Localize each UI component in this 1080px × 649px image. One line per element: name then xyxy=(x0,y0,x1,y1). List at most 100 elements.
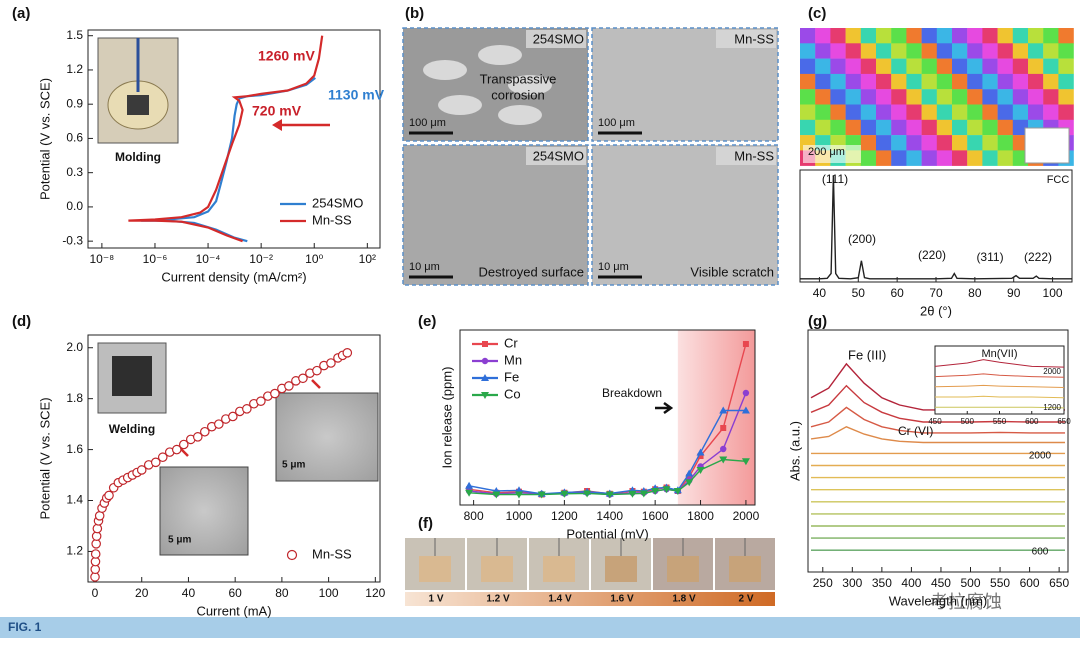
grain xyxy=(967,58,983,75)
grain xyxy=(845,43,861,59)
annotation: 1130 mV xyxy=(328,87,385,103)
panel-label: (g) xyxy=(808,313,827,330)
grain xyxy=(936,43,953,59)
marker xyxy=(662,486,671,494)
grain xyxy=(936,73,953,90)
grain xyxy=(876,150,892,166)
x-tick-label: 90 xyxy=(1007,286,1021,300)
grain xyxy=(845,28,861,44)
figure-caption: FIG. 1 xyxy=(8,620,42,634)
panel-label: (a) xyxy=(12,5,30,22)
grain xyxy=(860,43,877,59)
x-tick-label: 1000 xyxy=(506,509,533,523)
grain xyxy=(967,73,983,90)
scale-label: 10 μm xyxy=(598,261,629,273)
annotation: 5 μm xyxy=(282,460,305,471)
grain xyxy=(906,43,922,59)
grain xyxy=(830,58,846,75)
sample-sheet xyxy=(419,556,451,582)
panel-label: (f) xyxy=(418,515,433,532)
grain xyxy=(830,43,846,59)
grain xyxy=(1012,28,1029,44)
grain xyxy=(860,89,877,105)
grain xyxy=(921,73,937,90)
grain xyxy=(921,135,937,151)
y-axis-label: Abs. (a.u.) xyxy=(787,421,802,481)
marker xyxy=(515,491,523,499)
grain xyxy=(891,58,907,75)
grain xyxy=(830,89,846,105)
marker xyxy=(673,488,682,495)
x-tick-label: 650 xyxy=(1049,576,1069,590)
grain xyxy=(906,150,922,166)
grain xyxy=(800,89,816,105)
grain xyxy=(967,119,983,136)
y-tick-label: 1.6 xyxy=(66,442,83,456)
tag-bg xyxy=(716,147,776,165)
arrow-head xyxy=(272,119,282,131)
x-axis-label: Potential (mV) xyxy=(566,526,648,541)
inset-line xyxy=(934,359,1065,368)
annotation: Breakdown xyxy=(602,386,662,400)
plot-frame xyxy=(87,29,381,249)
marker xyxy=(720,425,727,431)
marker xyxy=(605,491,614,499)
grain xyxy=(982,89,998,105)
x-tick-label: 100 xyxy=(1043,286,1063,300)
x-tick-label: 60 xyxy=(890,286,904,300)
grain xyxy=(1028,43,1044,59)
plot-frame xyxy=(87,334,381,583)
grain xyxy=(1058,43,1074,59)
annotation: 720 mV xyxy=(252,103,302,119)
step-label: 1.8 V xyxy=(672,594,696,605)
x-tick-label: 70 xyxy=(929,286,943,300)
grain xyxy=(860,119,877,136)
annotation: Fe (III) xyxy=(848,347,886,362)
point xyxy=(157,452,168,463)
x-tick-label: 40 xyxy=(182,586,196,600)
grain xyxy=(876,119,892,136)
marker xyxy=(741,406,750,414)
sem-inset xyxy=(159,466,249,556)
marker xyxy=(697,453,704,459)
y-tick-label: 0.3 xyxy=(66,165,83,179)
marker xyxy=(720,445,727,453)
grain xyxy=(967,89,983,105)
grain xyxy=(921,119,937,136)
ebsd-panel: 200 μm xyxy=(800,28,1074,166)
marker xyxy=(742,389,750,397)
grain xyxy=(876,135,892,151)
marker xyxy=(481,374,489,381)
marker xyxy=(481,392,489,399)
grain xyxy=(1028,104,1044,120)
x-tick-label: 10⁻⁸ xyxy=(90,252,115,266)
point xyxy=(270,388,280,399)
grain xyxy=(967,135,983,151)
point xyxy=(178,439,189,450)
x-tick-label: 50 xyxy=(852,286,866,300)
y-tick-label: -0.3 xyxy=(62,233,83,247)
step-label: 2 V xyxy=(738,594,753,605)
grain xyxy=(800,28,816,44)
series-line xyxy=(810,426,1065,444)
sample-sheet xyxy=(605,556,637,582)
x-tick-label: 10⁻⁶ xyxy=(143,252,168,266)
grain xyxy=(891,28,907,44)
marker xyxy=(719,406,728,414)
marker xyxy=(465,489,474,497)
marker xyxy=(465,481,474,489)
grain xyxy=(1012,89,1029,105)
grain xyxy=(891,73,907,90)
x-tick-label: 20 xyxy=(135,586,149,600)
grain xyxy=(1028,89,1044,105)
x-tick-label: 2000 xyxy=(733,509,760,523)
tag-bg xyxy=(716,30,776,48)
tag-bg xyxy=(526,30,586,48)
grain xyxy=(952,73,968,90)
grain xyxy=(952,28,968,44)
scale-label: 100 μm xyxy=(409,117,446,129)
grain xyxy=(800,73,816,90)
grain xyxy=(891,135,907,151)
annotation: (222) xyxy=(1024,250,1052,264)
point xyxy=(150,457,161,468)
